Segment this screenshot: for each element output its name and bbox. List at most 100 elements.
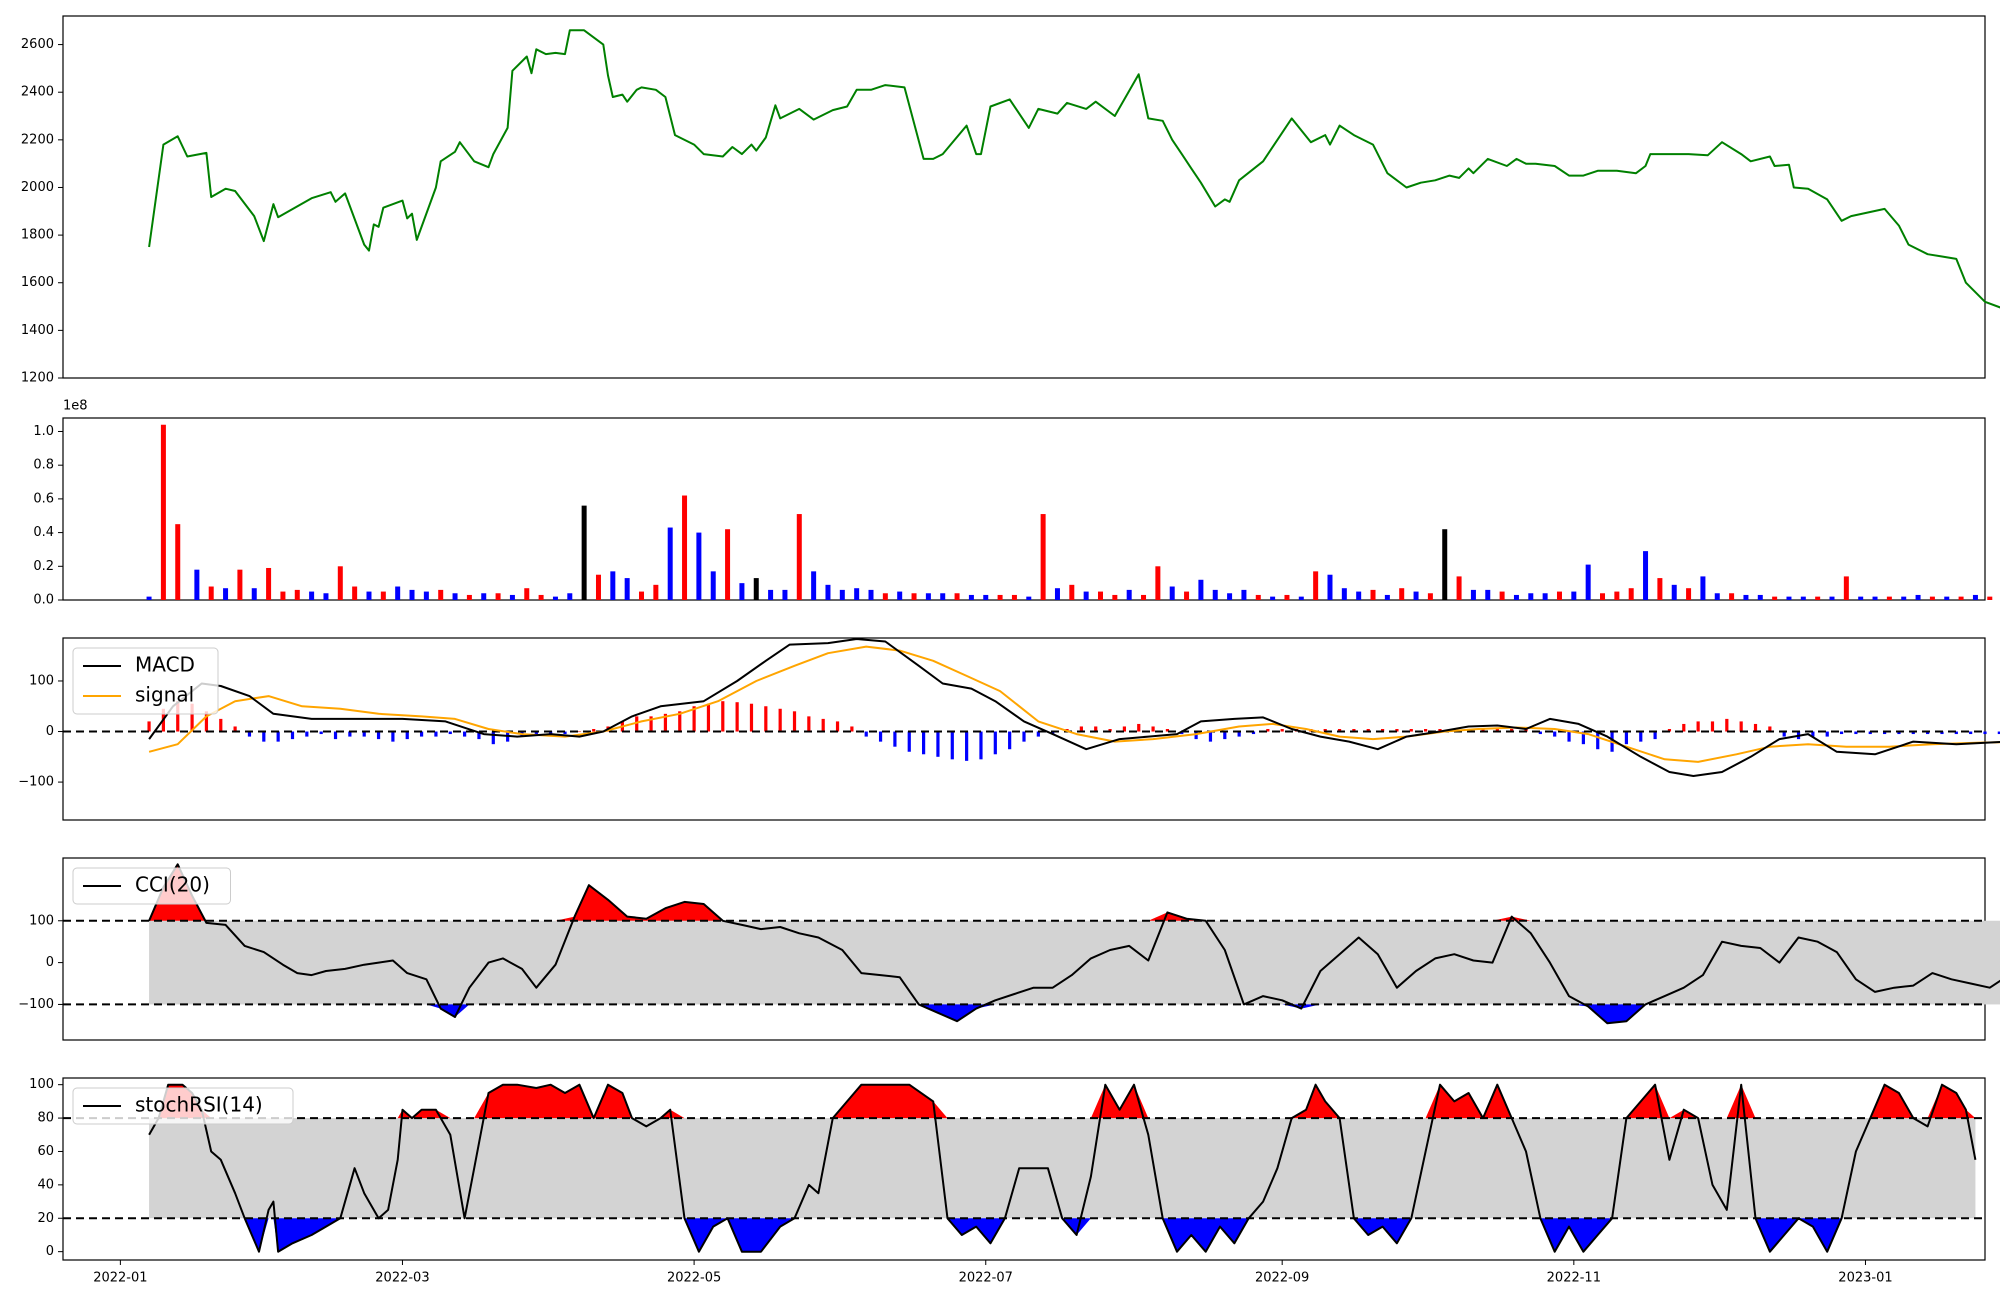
macd-histogram-bar: [807, 716, 811, 732]
macd-histogram-bar: [1882, 731, 1887, 735]
macd-histogram-bar: [262, 731, 266, 742]
volume-bar: [538, 594, 544, 600]
volume-bar: [1972, 594, 1978, 600]
macd-histogram-bar: [1969, 731, 1973, 735]
volume-bar: [1571, 591, 1577, 600]
macd-histogram-bar: [1223, 731, 1227, 740]
macd-histogram-bar: [1395, 729, 1399, 732]
volume-bar: [595, 574, 601, 600]
macd-histogram-bar: [1567, 731, 1571, 742]
volume-bar: [237, 569, 243, 600]
volume-bar: [466, 594, 472, 600]
volume-bar: [1097, 591, 1103, 600]
price-ytick-label: 1600: [21, 275, 54, 290]
macd-histogram-bar: [247, 731, 252, 737]
volume-ytick-label: 0.6: [33, 491, 54, 506]
macd-histogram-bar: [1782, 731, 1786, 737]
volume-bar: [1270, 596, 1276, 600]
macd-histogram-bar: [563, 731, 567, 735]
volume-bar: [1786, 596, 1792, 600]
volume-bar: [1815, 596, 1821, 600]
volume-bar: [160, 424, 166, 600]
volume-bar: [997, 594, 1003, 600]
volume-bar: [1700, 576, 1706, 600]
volume-bar: [194, 569, 200, 600]
volume-bar: [1427, 593, 1433, 600]
macd-histogram-bar: [1868, 731, 1872, 735]
volume-bar: [1456, 576, 1462, 600]
macd-histogram-bar: [1495, 729, 1499, 732]
volume-bar: [1169, 586, 1175, 600]
macd-histogram-bar: [1424, 729, 1428, 732]
volume-bar: [1671, 584, 1677, 600]
macd-histogram-bar: [1122, 726, 1127, 732]
volume-bar: [1743, 594, 1749, 600]
macd-histogram-bar: [692, 706, 696, 732]
volume-bar: [1800, 596, 1806, 600]
volume-bar: [1843, 576, 1849, 600]
stochrsi-panel: 0 20 40 60 80 100 stochRSI(14) 2022-01 2022-03 20…: [29, 1077, 1986, 1286]
volume-bar: [753, 578, 759, 600]
volume-bar: [309, 591, 315, 600]
macd-histogram-bar: [1337, 729, 1342, 732]
macd-histogram-bar: [721, 701, 725, 732]
volume-bar: [1829, 596, 1835, 600]
volume-bar: [653, 584, 659, 600]
volume-bar: [1255, 594, 1261, 600]
macd-histogram-bar: [549, 731, 553, 735]
volume-bar: [1585, 564, 1591, 600]
macd-histogram-bar: [1323, 729, 1327, 732]
volume-bar: [1054, 588, 1060, 600]
macd-histogram-bar: [276, 731, 280, 742]
macd-histogram-bar: [1352, 729, 1356, 732]
macd-histogram-bar: [290, 731, 295, 740]
stochrsi-ytick-label: 20: [37, 1211, 54, 1226]
macd-axes-frame: [62, 637, 1986, 821]
volume-bar: [1958, 596, 1964, 600]
volume-bar: [1886, 596, 1892, 600]
volume-bar: [266, 567, 272, 600]
macd-histogram-bar: [649, 716, 653, 732]
volume-bar: [1083, 591, 1089, 600]
macd-histogram-bar: [1768, 726, 1772, 732]
macd-histogram-bar: [1911, 731, 1915, 735]
volume-bar: [567, 593, 573, 600]
macd-histogram-bar: [850, 726, 854, 732]
volume-bar: [552, 596, 558, 600]
volume-bar: [1327, 574, 1333, 600]
volume-bar: [1628, 588, 1634, 600]
volume-bar: [1600, 593, 1606, 600]
volume-bar: [825, 584, 831, 600]
macd-histogram-bar: [1897, 731, 1901, 735]
macd-histogram-bar: [1438, 729, 1442, 732]
price-ytick-label: 1800: [21, 228, 54, 243]
x-tick-label: 2023-01: [1838, 1271, 1892, 1286]
volume-bar: [146, 596, 152, 600]
macd-histogram-bar: [1667, 729, 1672, 732]
macd-histogram-bar: [233, 726, 237, 732]
macd-histogram-bar: [1266, 729, 1270, 732]
macd-panel: −100 0 100 MACD signal: [18, 637, 2000, 821]
cci-band: [149, 920, 2000, 1005]
macd-histogram-bar: [835, 721, 840, 732]
volume-bar: [1657, 578, 1663, 600]
volume-bar: [1069, 584, 1075, 600]
macd-histogram-bar: [950, 731, 954, 760]
volume-bar: [208, 586, 214, 600]
volume-bar: [1198, 579, 1204, 600]
volume-bar: [954, 593, 960, 600]
volume-bar: [1011, 594, 1017, 600]
volume-bar: [1872, 596, 1878, 600]
stochrsi-ytick-label: 80: [37, 1111, 54, 1126]
volume-ytick-label: 0.4: [33, 525, 54, 540]
cci-legend-label: CCI(20): [135, 873, 210, 897]
volume-bar: [481, 593, 487, 600]
volume-bar: [710, 571, 716, 600]
x-tick-label: 2022-07: [959, 1271, 1013, 1286]
macd-histogram-bar: [965, 731, 969, 761]
volume-bar: [280, 591, 286, 600]
macd-histogram-bar: [1854, 731, 1858, 735]
macd-histogram-bar: [735, 702, 739, 732]
volume-bar: [796, 514, 802, 600]
macd-histogram-bar: [921, 731, 926, 755]
